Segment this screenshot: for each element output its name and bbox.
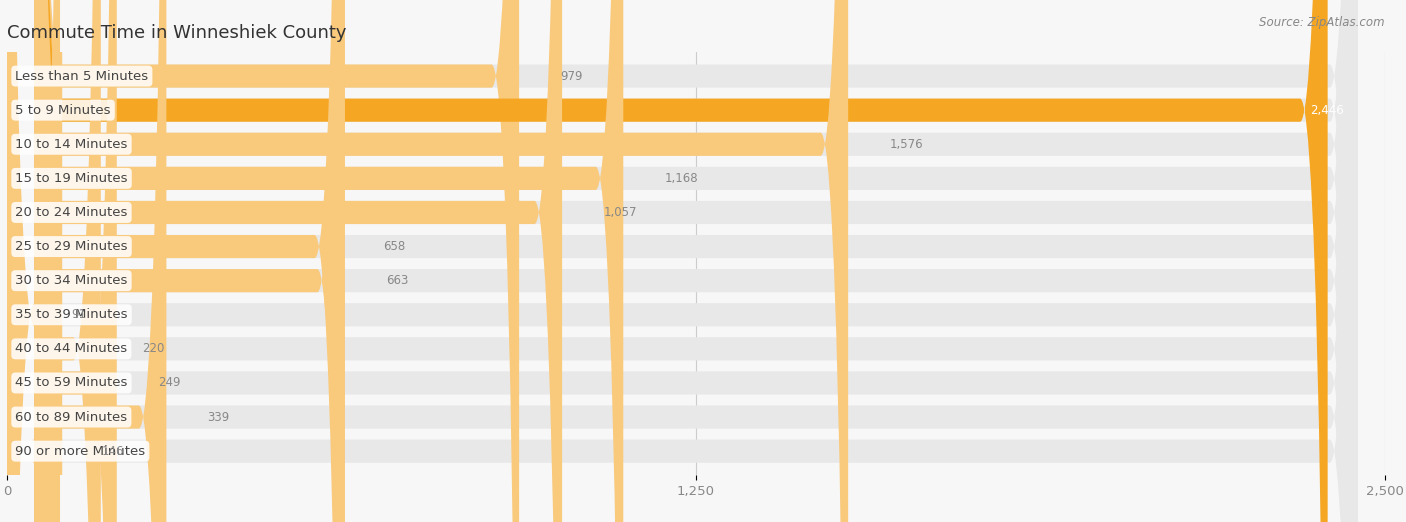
FancyBboxPatch shape <box>35 0 342 522</box>
Text: 2,446: 2,446 <box>1310 104 1344 117</box>
Text: 979: 979 <box>561 69 583 82</box>
Text: 30 to 34 Minutes: 30 to 34 Minutes <box>15 274 128 287</box>
FancyBboxPatch shape <box>35 0 519 522</box>
FancyBboxPatch shape <box>32 0 62 522</box>
FancyBboxPatch shape <box>35 0 1357 522</box>
Text: 10 to 14 Minutes: 10 to 14 Minutes <box>15 138 128 151</box>
Text: 220: 220 <box>142 342 165 355</box>
FancyBboxPatch shape <box>35 0 562 522</box>
FancyBboxPatch shape <box>35 0 848 522</box>
Text: 40 to 44 Minutes: 40 to 44 Minutes <box>15 342 128 355</box>
Text: 658: 658 <box>384 240 406 253</box>
FancyBboxPatch shape <box>35 0 1357 522</box>
Text: 339: 339 <box>208 410 231 423</box>
FancyBboxPatch shape <box>35 0 1357 522</box>
Text: Source: ZipAtlas.com: Source: ZipAtlas.com <box>1260 16 1385 29</box>
Text: 249: 249 <box>157 376 180 389</box>
Text: Commute Time in Winneshiek County: Commute Time in Winneshiek County <box>7 25 346 42</box>
Text: Less than 5 Minutes: Less than 5 Minutes <box>15 69 149 82</box>
Text: 25 to 29 Minutes: 25 to 29 Minutes <box>15 240 128 253</box>
FancyBboxPatch shape <box>35 0 344 522</box>
FancyBboxPatch shape <box>35 0 1357 522</box>
FancyBboxPatch shape <box>35 0 166 522</box>
FancyBboxPatch shape <box>35 0 1357 522</box>
Text: 1,576: 1,576 <box>890 138 924 151</box>
FancyBboxPatch shape <box>35 0 1357 522</box>
FancyBboxPatch shape <box>35 0 1327 522</box>
Text: 5 to 9 Minutes: 5 to 9 Minutes <box>15 104 111 117</box>
FancyBboxPatch shape <box>35 0 1357 522</box>
Text: 20 to 24 Minutes: 20 to 24 Minutes <box>15 206 128 219</box>
FancyBboxPatch shape <box>35 0 101 522</box>
FancyBboxPatch shape <box>7 0 62 522</box>
FancyBboxPatch shape <box>35 0 623 522</box>
FancyBboxPatch shape <box>35 0 1357 522</box>
FancyBboxPatch shape <box>35 0 1357 522</box>
Text: 146: 146 <box>101 445 124 458</box>
Text: 663: 663 <box>387 274 409 287</box>
Text: 60 to 89 Minutes: 60 to 89 Minutes <box>15 410 128 423</box>
FancyBboxPatch shape <box>35 0 1357 522</box>
Text: 90 or more Minutes: 90 or more Minutes <box>15 445 145 458</box>
Text: 15 to 19 Minutes: 15 to 19 Minutes <box>15 172 128 185</box>
FancyBboxPatch shape <box>35 0 1357 522</box>
Text: 91: 91 <box>70 309 86 321</box>
Text: 45 to 59 Minutes: 45 to 59 Minutes <box>15 376 128 389</box>
FancyBboxPatch shape <box>35 0 117 522</box>
Text: 1,057: 1,057 <box>603 206 637 219</box>
Text: 35 to 39 Minutes: 35 to 39 Minutes <box>15 309 128 321</box>
FancyBboxPatch shape <box>35 0 1357 522</box>
Text: 1,168: 1,168 <box>665 172 699 185</box>
